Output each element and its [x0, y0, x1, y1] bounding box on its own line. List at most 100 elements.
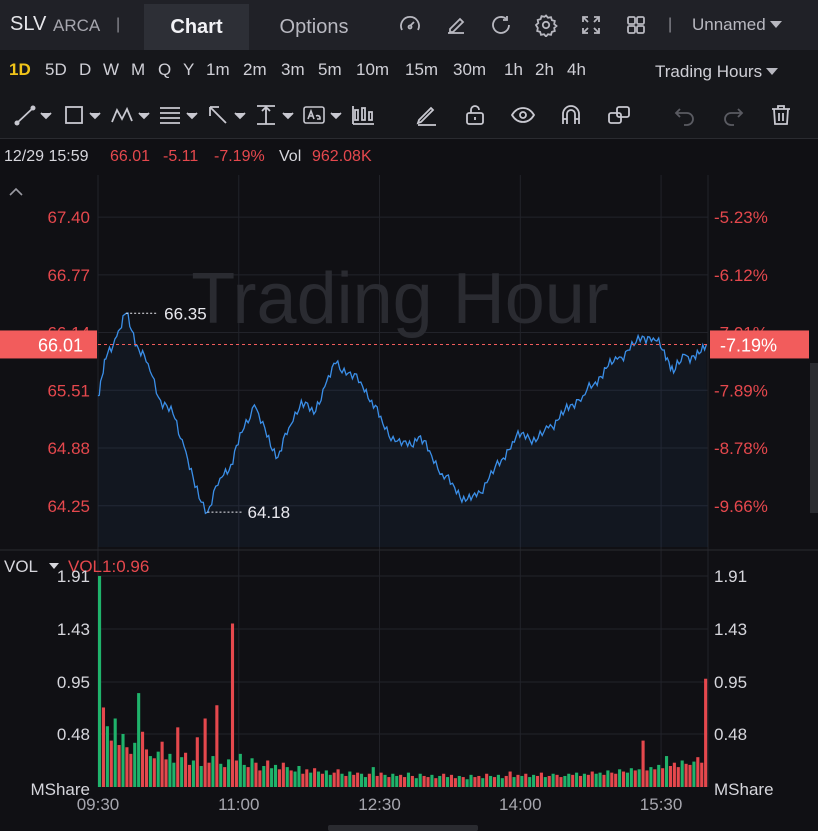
volume-bar: [199, 766, 203, 787]
volume-tick-left: 0.48: [57, 725, 90, 744]
volume-bar: [406, 772, 411, 787]
tab-options[interactable]: Options: [279, 16, 349, 38]
volume-header: VOL VOL1:0.96: [4, 557, 149, 576]
redo-icon[interactable]: [720, 103, 746, 127]
volume-bar: [375, 775, 379, 787]
period-q[interactable]: Q: [158, 60, 172, 79]
period-30m[interactable]: 30m: [453, 60, 487, 79]
volume-bar: [563, 775, 567, 787]
volume-bar: [191, 760, 195, 787]
volume-bar: [133, 742, 137, 787]
period-d[interactable]: D: [79, 60, 92, 79]
layout-name-label: Unnamed: [692, 15, 766, 34]
volume-bar: [391, 773, 395, 787]
volume-bar: [164, 759, 168, 787]
measure-icon[interactable]: [254, 103, 296, 127]
price-volume-chart[interactable]: Trading Hour 67.40-5.23%66.77-6.12%66.14…: [0, 175, 818, 831]
volume-bar: [492, 777, 497, 787]
volume-bar: [430, 774, 434, 787]
period-m[interactable]: M: [131, 60, 146, 79]
pattern-icon[interactable]: [110, 103, 152, 127]
indicator-icon[interactable]: [350, 103, 376, 127]
volume-bar: [277, 769, 281, 787]
volume-bar: [582, 773, 586, 787]
vertical-scrollbar[interactable]: [810, 363, 818, 513]
trash-icon[interactable]: [768, 103, 794, 127]
period-1d[interactable]: 1D: [9, 60, 31, 79]
collapse-chevron-icon[interactable]: [9, 187, 23, 196]
link-icon[interactable]: [606, 103, 632, 127]
volume-bar: [422, 775, 426, 787]
gear-icon[interactable]: [534, 13, 558, 37]
rectangle-icon[interactable]: [63, 103, 103, 127]
volume-bar: [367, 773, 371, 787]
volume-bar: [594, 773, 598, 787]
text-icon[interactable]: [302, 103, 344, 127]
volume-bar: [633, 770, 637, 787]
volume-bar: [426, 777, 430, 787]
period-1m[interactable]: 1m: [206, 60, 230, 79]
volume-bar: [403, 777, 407, 787]
volume-label: Vol: [279, 148, 302, 165]
grid-layout-icon[interactable]: [624, 13, 648, 37]
volume-bar: [168, 753, 172, 787]
quote-info-bar: 12/29 15:59 66.01 -5.11 -7.19% Vol 962.0…: [0, 139, 818, 175]
undo-icon[interactable]: [672, 103, 698, 127]
period-2m[interactable]: 2m: [243, 60, 267, 79]
period-5d[interactable]: 5D: [45, 60, 67, 79]
arrow-icon[interactable]: [206, 103, 248, 127]
volume-bar: [215, 705, 219, 787]
period-2h[interactable]: 2h: [535, 60, 554, 79]
volume-bar: [543, 777, 547, 787]
pct-tick-right: -7.89%: [714, 381, 768, 400]
current-price-badge-left: [0, 330, 97, 359]
unlock-icon[interactable]: [462, 103, 488, 127]
volume-bar: [203, 718, 207, 787]
volume-bar: [500, 778, 504, 787]
magnet-icon[interactable]: [558, 103, 584, 127]
volume-tick-left: 1.91: [57, 567, 90, 586]
volume-tick-right: 0.48: [714, 725, 747, 744]
volume-bar: [485, 773, 489, 787]
layout-selector[interactable]: Unnamed: [692, 15, 782, 35]
edit-icon[interactable]: [444, 13, 468, 37]
fullscreen-icon[interactable]: [579, 13, 603, 37]
eye-icon[interactable]: [510, 103, 536, 127]
period-bar: 1D 5D D W M Q Y 1m 2m 3m 5m 10m 15m 30m 1h 2h 4h Trading…: [0, 50, 818, 92]
exchange-label: ARCA: [53, 16, 101, 35]
volume-bar: [547, 775, 551, 787]
trend-line-icon[interactable]: [14, 103, 54, 127]
volume-bar: [410, 775, 414, 787]
volume-bar: [344, 775, 348, 787]
volume-bar: [473, 777, 477, 787]
volume-bar: [457, 775, 461, 787]
period-5m[interactable]: 5m: [318, 60, 342, 79]
volume-bar: [598, 772, 602, 787]
period-y[interactable]: Y: [183, 60, 195, 79]
refresh-icon[interactable]: [489, 13, 513, 37]
gauge-icon[interactable]: [398, 13, 422, 37]
pct-tick-right: -5.23%: [714, 208, 768, 227]
period-w[interactable]: W: [103, 60, 120, 79]
volume-bar: [340, 773, 344, 787]
volume-bar: [621, 771, 626, 787]
ticker-symbol[interactable]: SLV: [10, 13, 47, 35]
period-10m[interactable]: 10m: [356, 60, 390, 79]
chevron-down-icon[interactable]: [49, 563, 59, 569]
volume-indicator-label[interactable]: VOL: [4, 557, 38, 576]
low-marker-label: 64.18: [247, 503, 290, 522]
tab-chart[interactable]: Chart: [144, 4, 249, 50]
period-15m[interactable]: 15m: [405, 60, 439, 79]
period-3m[interactable]: 3m: [281, 60, 305, 79]
volume-tick-right: 0.95: [714, 673, 747, 692]
brush-icon[interactable]: [414, 103, 440, 127]
horizontal-scrollbar[interactable]: [328, 825, 478, 831]
volume-bar: [395, 775, 399, 787]
volume-bar: [246, 767, 250, 787]
period-1h[interactable]: 1h: [504, 60, 523, 79]
session-selector[interactable]: Trading Hours: [655, 62, 779, 82]
period-4h[interactable]: 4h: [567, 60, 586, 79]
volume-bar: [668, 766, 673, 787]
fibonacci-icon[interactable]: [158, 103, 200, 127]
volume-tick-right: 1.91: [714, 567, 747, 586]
